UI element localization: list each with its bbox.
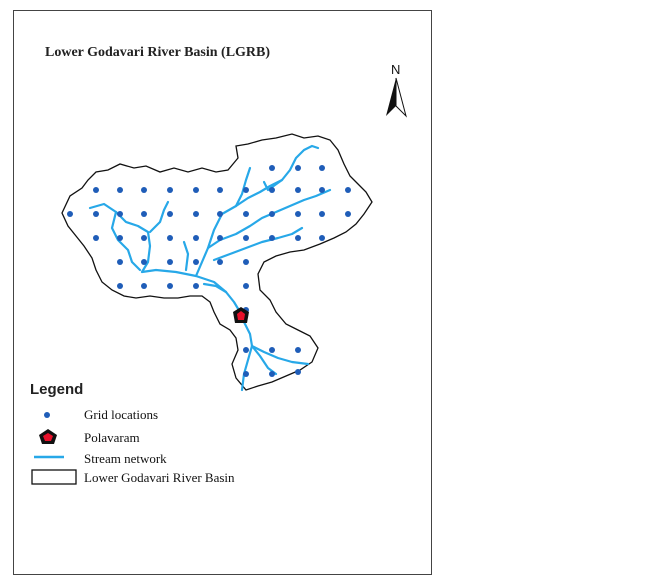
grid-point	[141, 235, 147, 241]
pentagon-marker-icon-fill	[43, 433, 53, 441]
grid-point	[243, 211, 249, 217]
stream-branch-8	[202, 282, 228, 294]
grid-point	[167, 187, 173, 193]
north-arrow-icon	[386, 77, 407, 118]
grid-point	[141, 211, 147, 217]
grid-point	[269, 235, 275, 241]
grid-point	[319, 235, 325, 241]
grid-point	[167, 283, 173, 289]
grid-point	[217, 259, 223, 265]
map-title: Lower Godavari River Basin (LGRB)	[45, 45, 271, 60]
grid-point	[167, 235, 173, 241]
grid-point	[193, 259, 199, 265]
grid-point	[217, 187, 223, 193]
grid-point	[345, 211, 351, 217]
grid-point	[269, 347, 275, 353]
grid-point	[319, 211, 325, 217]
grid-point	[141, 187, 147, 193]
grid-point	[243, 371, 249, 377]
grid-point	[319, 187, 325, 193]
grid-point	[295, 347, 301, 353]
grid-point	[295, 369, 301, 375]
main-stream	[88, 202, 254, 392]
grid-locations	[67, 165, 351, 377]
stream-branch-7	[182, 240, 190, 272]
stream-branch-6	[262, 178, 284, 192]
rectangle-icon	[31, 469, 77, 485]
grid-point	[117, 187, 123, 193]
grid-point	[269, 211, 275, 217]
grid-point	[93, 211, 99, 217]
legend-title: Legend	[30, 381, 84, 398]
grid-point	[217, 211, 223, 217]
legend-label-basin: Lower Godavari River Basin	[84, 470, 235, 485]
grid-point	[193, 235, 199, 241]
stream-network	[88, 144, 332, 392]
legend-label-grid-locations: Grid locations	[84, 407, 159, 422]
north-label: N	[391, 62, 401, 77]
grid-point	[295, 211, 301, 217]
grid-point	[345, 187, 351, 193]
grid-point	[269, 371, 275, 377]
grid-point	[295, 235, 301, 241]
legend-label-polavaram: Polavaram	[84, 430, 140, 445]
delta-branch-1	[250, 344, 310, 366]
grid-point	[193, 211, 199, 217]
grid-point	[243, 235, 249, 241]
stream-branch-5	[234, 166, 252, 208]
grid-point	[193, 283, 199, 289]
grid-point	[93, 187, 99, 193]
dot-icon	[44, 412, 50, 418]
grid-point	[141, 283, 147, 289]
grid-point	[117, 259, 123, 265]
grid-point	[167, 211, 173, 217]
grid-point	[295, 187, 301, 193]
north-arrow: N	[382, 62, 412, 120]
grid-point	[243, 283, 249, 289]
stream-branch-1	[148, 200, 170, 234]
grid-point	[269, 187, 275, 193]
grid-point	[243, 259, 249, 265]
grid-point	[269, 165, 275, 171]
grid-point	[243, 347, 249, 353]
grid-point	[67, 211, 73, 217]
stream-branch-west	[110, 210, 142, 272]
stream-branch-2	[194, 188, 332, 278]
stream-branch-4	[212, 226, 304, 262]
legend-label-stream-network: Stream network	[84, 451, 167, 466]
polavaram-marker	[233, 307, 249, 323]
grid-point	[295, 165, 301, 171]
grid-point	[167, 259, 173, 265]
grid-point	[141, 259, 147, 265]
legend-symbols	[31, 412, 77, 485]
grid-point	[117, 211, 123, 217]
grid-point	[117, 283, 123, 289]
grid-point	[117, 235, 123, 241]
grid-point	[93, 235, 99, 241]
grid-point	[193, 187, 199, 193]
grid-point	[243, 187, 249, 193]
grid-point	[319, 165, 325, 171]
grid-point	[217, 235, 223, 241]
